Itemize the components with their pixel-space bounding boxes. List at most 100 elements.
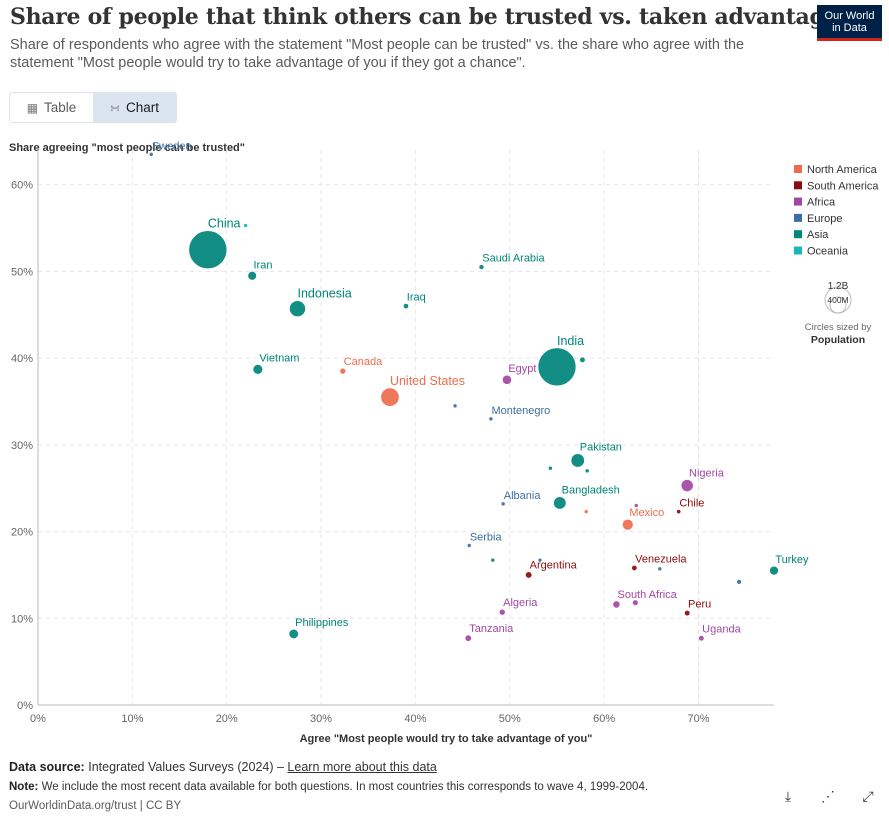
legend-label: North America — [807, 164, 878, 176]
data-label: Argentina — [530, 560, 578, 572]
logo-line-2: in Data — [832, 22, 867, 34]
legend-swatch — [794, 197, 802, 206]
data-point: Egypt — [502, 374, 512, 385]
data-point: Turkey — [769, 565, 779, 576]
data-label: Mexico — [629, 507, 664, 519]
tab-table[interactable]: ▦ Table — [10, 93, 93, 122]
legend-label: Oceania — [807, 246, 849, 258]
logo-line-1: Our World — [824, 10, 875, 22]
data-point: United States — [380, 387, 400, 407]
page-title: Share of people that think others can be… — [10, 4, 870, 30]
data-point: Iran — [247, 271, 257, 281]
data-point: Tanzania — [464, 634, 472, 642]
y-tick-label: 10% — [11, 613, 33, 625]
data-point: China — [188, 230, 228, 270]
scatter-chart: Share agreeing "most people can be trust… — [9, 140, 879, 745]
data-label: Canada — [344, 356, 383, 368]
x-axis-title: Agree "Most people would try to take adv… — [300, 733, 593, 745]
tab-table-label: Table — [44, 100, 77, 115]
data-label: Chile — [679, 497, 704, 509]
data-point: Macedonia — [657, 566, 663, 572]
data-point: Argentina — [525, 571, 533, 579]
note-label: Note: — [9, 781, 39, 793]
x-tick-label: 40% — [404, 713, 426, 725]
data-label: Indonesia — [297, 287, 351, 301]
y-axis-title: Share agreeing "most people can be trust… — [9, 142, 245, 154]
legend-swatch — [794, 246, 802, 255]
data-label: Saudi Arabia — [482, 253, 545, 265]
data-point: Uganda — [698, 635, 705, 642]
data-point: New Zealand — [243, 223, 248, 228]
size-legend-large-label: 1.2B — [828, 281, 849, 292]
x-tick-label: 20% — [216, 713, 238, 725]
data-point: Bosnia and Herzegovina — [452, 403, 458, 409]
data-point: Romania — [736, 579, 742, 585]
download-icon[interactable]: ⤓ — [784, 788, 792, 804]
table-icon: ▦ — [26, 100, 39, 115]
data-point: Bangladesh — [553, 496, 567, 510]
owid-logo[interactable]: Our World in Data — [817, 5, 882, 41]
data-point: Malaysia — [579, 356, 586, 363]
data-point: Moldova — [537, 557, 543, 563]
legend-swatch — [794, 230, 802, 239]
data-label: Turkey — [775, 554, 809, 566]
x-tick-label: 0% — [30, 713, 46, 725]
data-point: India — [537, 347, 577, 387]
data-point: Morocco — [632, 599, 639, 606]
page-subtitle: Share of respondents who agree with the … — [10, 37, 745, 71]
data-label: United States — [390, 374, 465, 388]
data-label: Sweden — [152, 140, 192, 152]
data-label: Tanzania — [469, 623, 514, 635]
data-label: Nigeria — [689, 468, 725, 480]
data-point: Canada — [339, 367, 347, 375]
footer-note: Note: We include the most recent data av… — [9, 781, 648, 793]
x-tick-label: 10% — [121, 713, 143, 725]
data-point: Saudi Arabia — [478, 264, 485, 270]
data-label: South Africa — [617, 589, 677, 601]
data-point: Venezuela — [631, 564, 638, 571]
size-legend-variable: Population — [811, 334, 865, 346]
tab-chart[interactable]: ∺ Chart — [93, 93, 176, 122]
legend-label: Africa — [807, 197, 836, 209]
data-label: Peru — [688, 598, 711, 610]
data-label: Iraq — [407, 291, 426, 303]
data-label: Philippines — [295, 617, 349, 629]
data-point: Indonesia — [289, 300, 306, 318]
y-tick-label: 30% — [11, 440, 33, 452]
legend-swatch — [794, 213, 802, 222]
data-point: Philippines (Asia) — [490, 557, 496, 563]
data-point: Dominican Republic — [583, 509, 589, 514]
data-point: Montenegro — [488, 416, 494, 422]
x-tick-label: 50% — [499, 713, 521, 725]
fullscreen-icon[interactable]: ⤢ — [862, 788, 874, 804]
share-icon[interactable]: ⋰ — [821, 788, 835, 804]
data-point: Algeria — [498, 608, 506, 616]
data-point: Mexico — [622, 518, 634, 531]
data-label: Serbia — [470, 531, 503, 543]
data-label: India — [557, 334, 584, 348]
note-text: We include the most recent data availabl… — [41, 781, 649, 793]
size-legend-caption: Circles sized by — [805, 322, 872, 333]
x-tick-label: 70% — [687, 713, 709, 725]
data-label: China — [208, 217, 241, 231]
legend-label: Asia — [807, 229, 829, 241]
x-tick-label: 60% — [593, 713, 615, 725]
x-tick-label: 30% — [310, 713, 332, 725]
data-label: Vietnam — [259, 353, 299, 365]
legend-label: Europe — [807, 213, 842, 225]
y-tick-label: 40% — [11, 353, 33, 365]
footer-credit[interactable]: OurWorldinData.org/trust | CC BY — [9, 800, 182, 812]
chart-icon: ∺ — [109, 100, 121, 115]
data-label: Egypt — [508, 363, 536, 375]
footer-source: Data source: Integrated Values Surveys (… — [9, 760, 437, 774]
data-label: Venezuela — [635, 553, 687, 565]
y-tick-label: 50% — [11, 266, 33, 278]
data-point: Serbia — [466, 543, 472, 548]
y-tick-label: 0% — [17, 700, 33, 712]
data-point: Pakistan — [570, 453, 585, 468]
legend-label: South America — [807, 180, 879, 192]
data-label: Uganda — [702, 623, 741, 635]
data-label: Montenegro — [492, 405, 551, 417]
data-label: Bangladesh — [562, 485, 620, 497]
learn-more-link[interactable]: Learn more about this data — [287, 760, 437, 774]
